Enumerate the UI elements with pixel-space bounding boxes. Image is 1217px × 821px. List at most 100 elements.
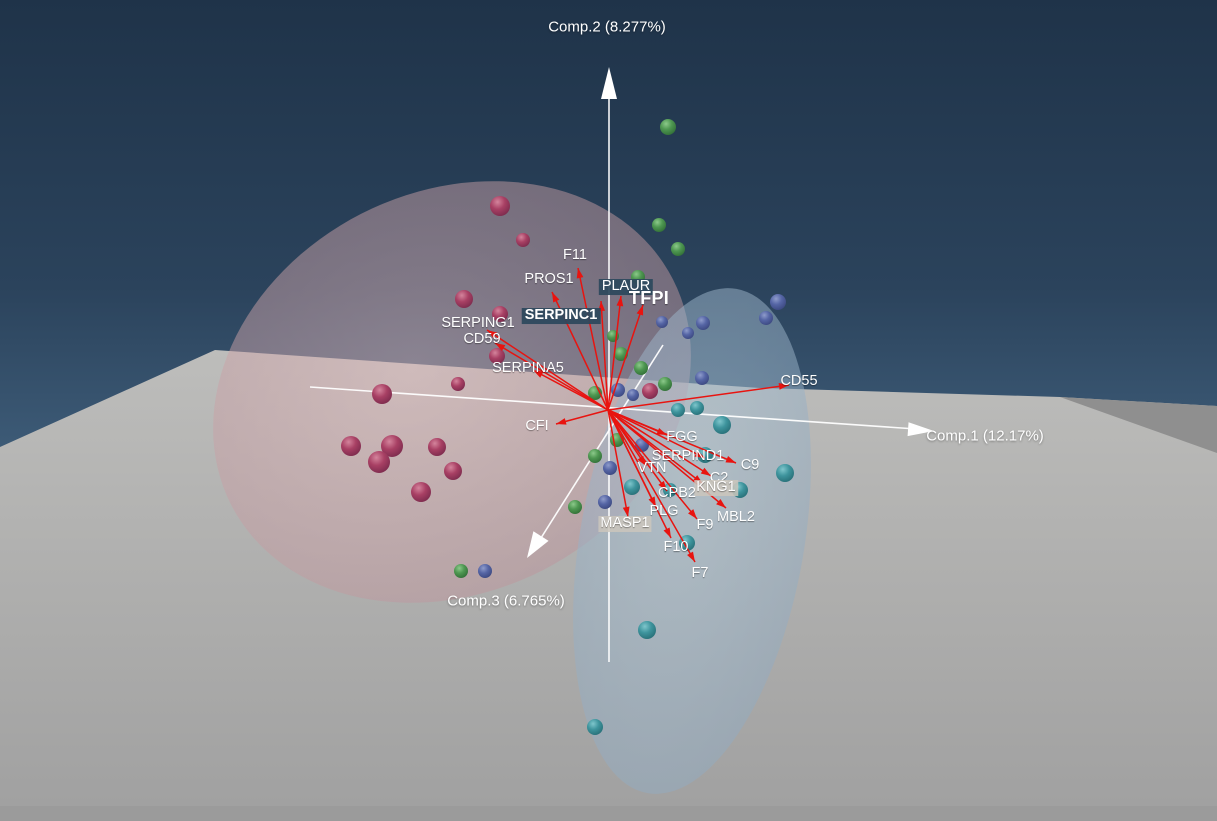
loading-arrowhead-icon bbox=[688, 509, 697, 519]
loading-label-kng1: KNG1 bbox=[694, 479, 738, 496]
loading-arrows bbox=[486, 267, 790, 563]
loading-arrow-plaur bbox=[607, 295, 622, 411]
loading-arrow-cd59 bbox=[494, 342, 609, 411]
floor-fold-wedge bbox=[1060, 397, 1217, 453]
loading-arrowhead-icon bbox=[576, 268, 584, 279]
group-blue-point bbox=[478, 564, 492, 578]
axis-comp2 bbox=[601, 67, 617, 662]
axis-arrowhead-icon bbox=[601, 67, 617, 99]
group-maroon-point bbox=[368, 451, 390, 473]
loading-arrowhead-icon bbox=[487, 330, 498, 339]
loading-label-serpinc1: SERPINC1 bbox=[521, 307, 601, 324]
loading-arrow-cd55 bbox=[607, 384, 790, 411]
group-maroon-point bbox=[381, 435, 403, 457]
loading-label-tfpi: TFPI bbox=[628, 288, 670, 309]
group-teal-point bbox=[624, 479, 640, 495]
axis-label-comp2: Comp.2 (8.277%) bbox=[548, 18, 666, 36]
group-green-point bbox=[568, 500, 582, 514]
axis-line bbox=[309, 386, 917, 430]
group-maroon bbox=[341, 196, 658, 502]
loading-label-cpb2: CPB2 bbox=[658, 485, 696, 502]
group-teal-point bbox=[713, 416, 731, 434]
loading-arrowhead-icon bbox=[552, 292, 560, 303]
group-maroon-point bbox=[489, 348, 505, 364]
loading-arrowhead-icon bbox=[533, 370, 544, 378]
group-maroon-point bbox=[492, 306, 508, 322]
loading-label-serpina5: SERPINA5 bbox=[492, 360, 564, 377]
group-green-point bbox=[614, 347, 628, 361]
group-maroon-point bbox=[372, 384, 392, 404]
group-green-point bbox=[658, 377, 672, 391]
group-blue-point bbox=[695, 371, 709, 385]
axis-arrowhead-icon bbox=[527, 531, 549, 558]
loading-arrowhead-icon bbox=[700, 467, 711, 476]
loading-arrowhead-icon bbox=[778, 383, 789, 390]
loading-arrow-serpind1 bbox=[607, 409, 706, 459]
group-maroon-point bbox=[341, 436, 361, 456]
loading-arrow-c9 bbox=[607, 409, 737, 464]
loading-arrow-serpina5 bbox=[532, 369, 609, 411]
group-blue-point bbox=[603, 461, 617, 475]
loading-arrow-serpinc1 bbox=[600, 300, 609, 411]
group-blue-point bbox=[611, 383, 625, 397]
loading-arrow-cpb2 bbox=[607, 409, 668, 492]
loading-arrow-tfpi bbox=[607, 304, 644, 411]
group-maroon-point bbox=[411, 482, 431, 502]
loading-label-plaur: PLAUR bbox=[598, 278, 654, 295]
group-blue-point bbox=[656, 316, 668, 328]
loading-label-masp1: MASP1 bbox=[598, 515, 652, 532]
loading-arrowhead-icon bbox=[622, 506, 630, 517]
floor-edge-strip bbox=[0, 806, 1217, 821]
group-teal-point bbox=[638, 621, 656, 639]
group-teal-point bbox=[697, 447, 713, 463]
loading-arrowhead-icon bbox=[663, 527, 671, 538]
loading-label-serpind1: SERPIND1 bbox=[651, 448, 725, 465]
group-maroon-point bbox=[451, 377, 465, 391]
group-green-point bbox=[634, 361, 648, 375]
loading-arrowhead-icon bbox=[694, 450, 705, 458]
loading-arrowhead-icon bbox=[725, 456, 736, 463]
loading-label-plg: PLG bbox=[649, 503, 679, 520]
axis-comp3 bbox=[527, 344, 664, 558]
group-green-point bbox=[454, 564, 468, 578]
loading-arrowhead-icon bbox=[556, 418, 567, 425]
loading-arrow-c2 bbox=[607, 409, 712, 477]
loading-label-mbl2: MBL2 bbox=[717, 509, 755, 526]
axis-label-comp3: Comp.3 (6.765%) bbox=[447, 592, 565, 610]
group-maroon-point bbox=[444, 462, 462, 480]
group-teal-point bbox=[671, 403, 685, 417]
loading-arrowhead-icon bbox=[616, 296, 624, 307]
loading-arrow-f7 bbox=[607, 409, 696, 563]
group-teal-point bbox=[776, 464, 794, 482]
loading-arrow-f10 bbox=[607, 409, 672, 539]
loading-label-cfi: CFI bbox=[525, 418, 549, 435]
loading-label-f11: F11 bbox=[563, 247, 587, 264]
loading-arrow-masp1 bbox=[607, 409, 629, 518]
group-blue-point bbox=[682, 327, 694, 339]
group-teal-point bbox=[690, 401, 704, 415]
loading-arrow-serping1 bbox=[486, 329, 609, 411]
axis-label-comp1: Comp.1 (12.17%) bbox=[926, 427, 1044, 445]
group-green bbox=[454, 119, 685, 578]
loading-arrowhead-icon bbox=[687, 551, 695, 562]
loading-arrowhead-icon bbox=[716, 498, 726, 508]
loading-label-vtn: VTN bbox=[637, 460, 667, 477]
group-blue-point bbox=[627, 389, 639, 401]
axis-arrowhead-icon bbox=[907, 422, 934, 437]
group-blue-point bbox=[770, 294, 786, 310]
loading-label-f9: F9 bbox=[696, 517, 714, 534]
ellipse-pink-confidence-ellipsoid bbox=[213, 181, 691, 603]
group-maroon-point bbox=[642, 383, 658, 399]
group-maroon-point bbox=[516, 233, 530, 247]
loading-arrowhead-icon bbox=[636, 305, 644, 316]
loading-arrow-f9 bbox=[607, 409, 698, 520]
loading-label-f10: F10 bbox=[663, 539, 689, 556]
group-maroon-point bbox=[428, 438, 446, 456]
group-blue bbox=[478, 294, 786, 578]
axis-line bbox=[533, 344, 664, 550]
group-teal-point bbox=[679, 535, 695, 551]
loading-arrowhead-icon bbox=[658, 480, 667, 491]
group-green-point bbox=[671, 242, 685, 256]
